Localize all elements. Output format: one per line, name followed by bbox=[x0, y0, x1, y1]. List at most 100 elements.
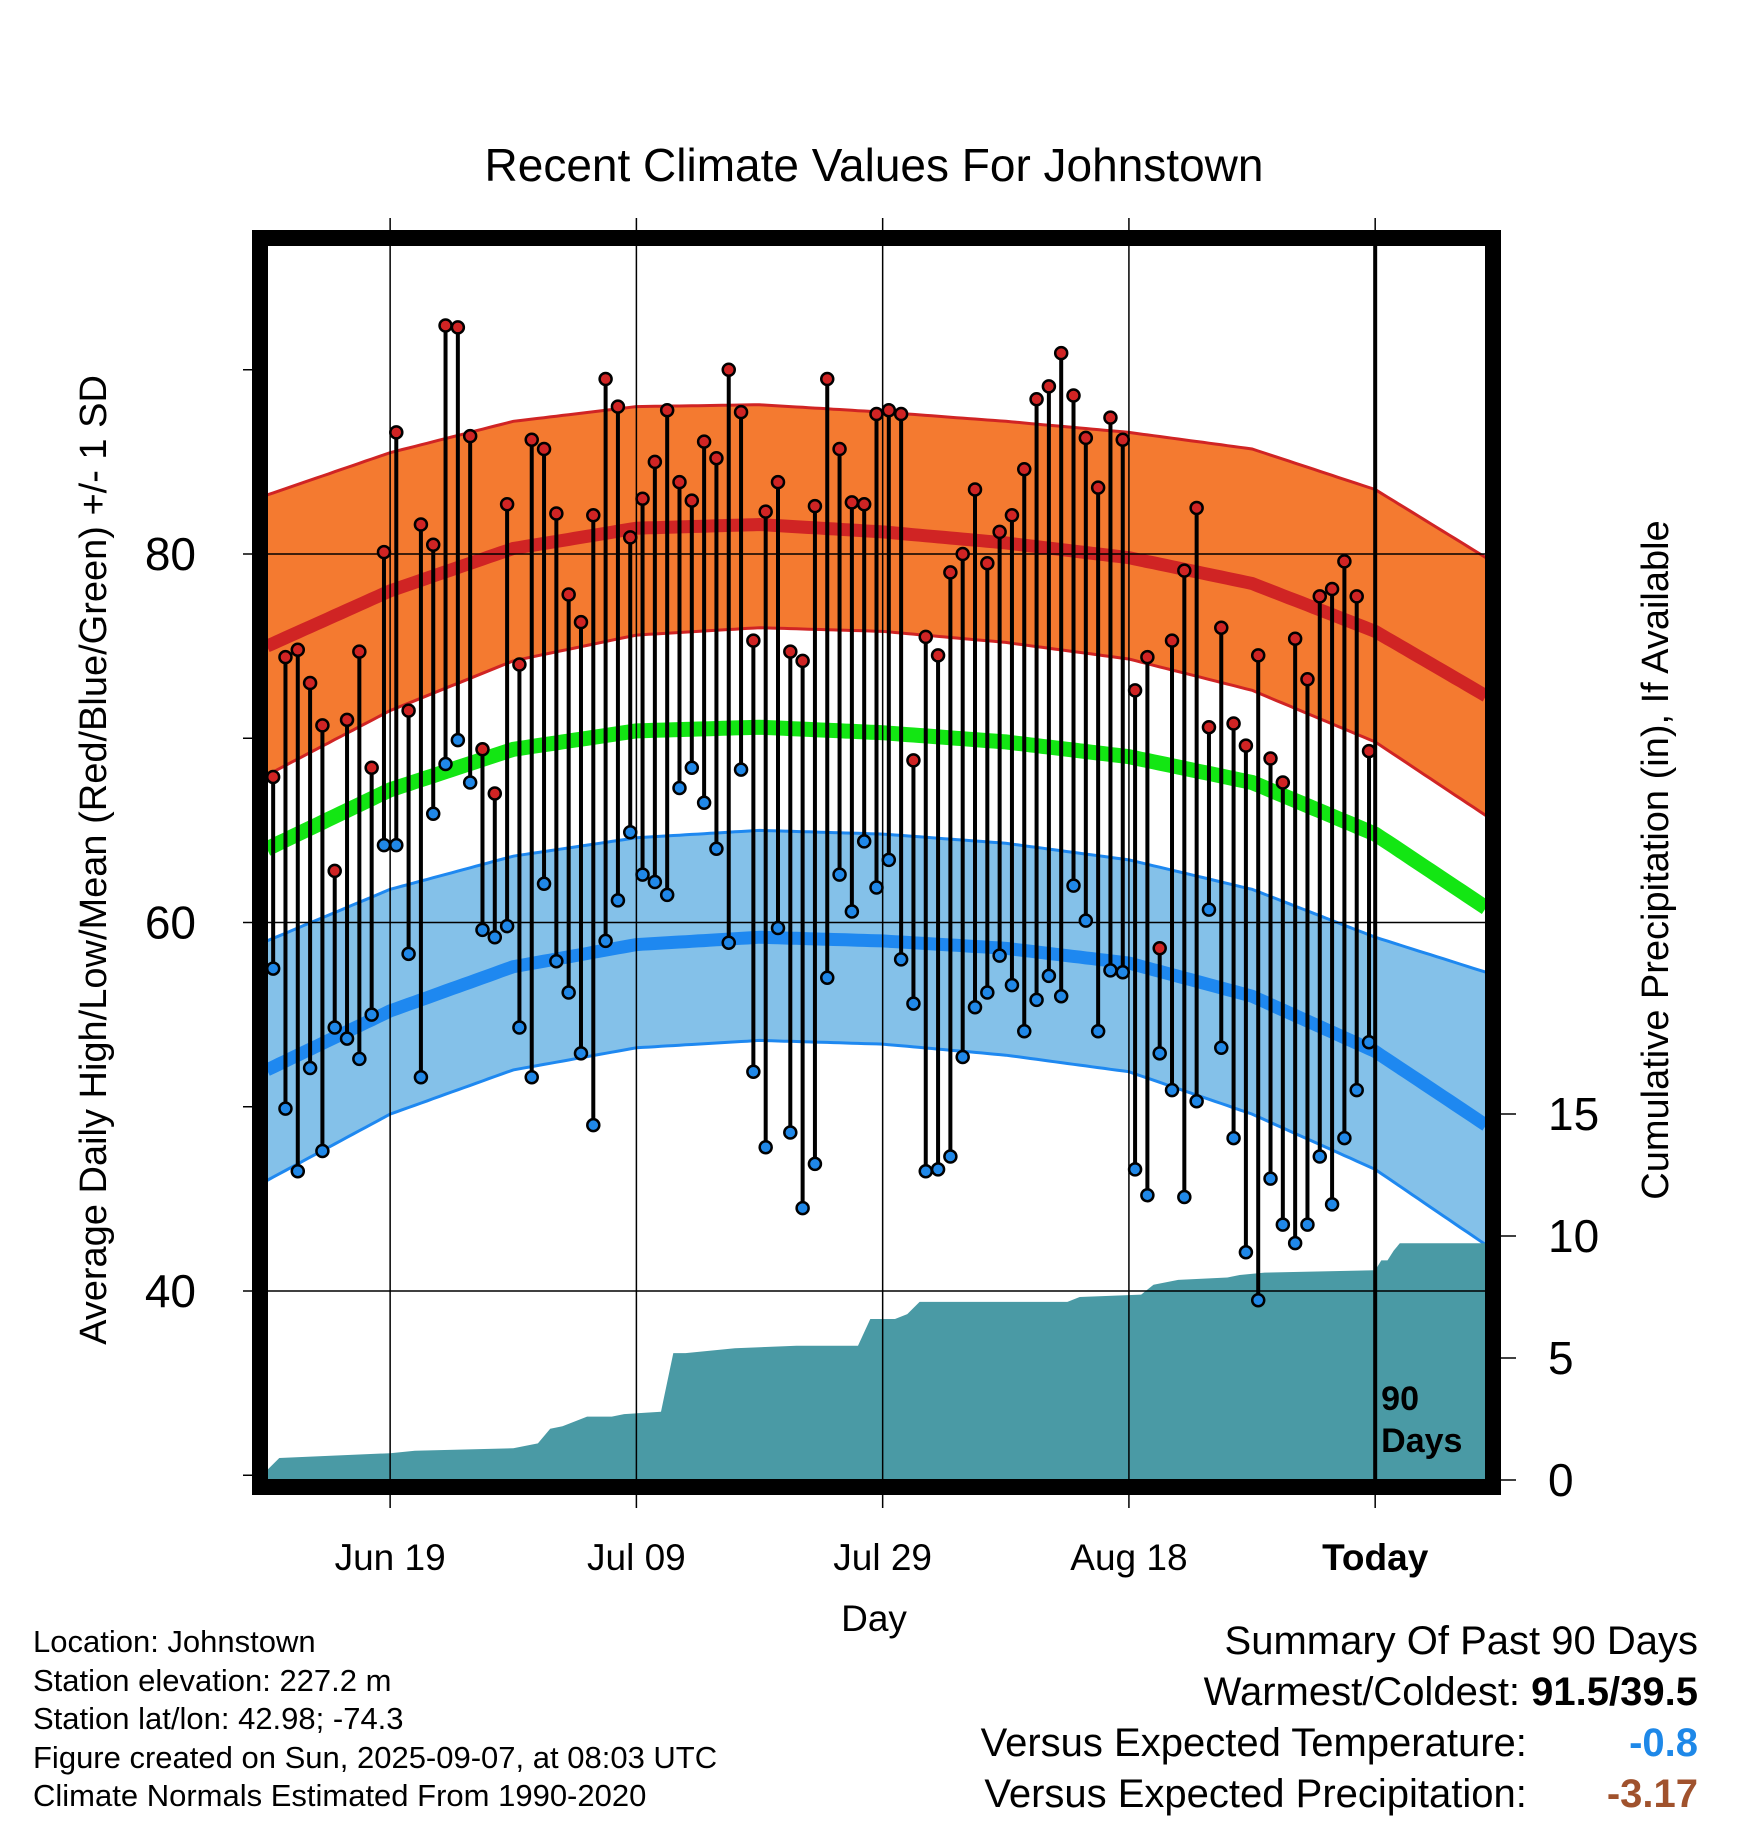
daily-low-point bbox=[721, 935, 736, 951]
today-days-label: 90 bbox=[1381, 1380, 1419, 1418]
temp-anomaly-value: -0.8 bbox=[1629, 1721, 1698, 1765]
daily-low-point bbox=[598, 933, 613, 949]
daily-low-point bbox=[1201, 902, 1217, 917]
daily-low-point bbox=[647, 874, 663, 890]
normals-text: Climate Normals Estimated From 1990-2020 bbox=[33, 1778, 647, 1813]
daily-high-point bbox=[856, 497, 872, 512]
summary-temp: Versus Expected Temperature: -0.8 bbox=[981, 1718, 1698, 1769]
daily-low-point bbox=[573, 1046, 589, 1061]
daily-low-point bbox=[1300, 1217, 1315, 1232]
daily-high-point bbox=[1066, 388, 1081, 403]
daily-low-point bbox=[376, 837, 392, 853]
daily-high-point bbox=[1078, 430, 1094, 446]
elevation-text: Station elevation: 227.2 m bbox=[33, 1662, 392, 1698]
daily-low-point bbox=[1324, 1197, 1340, 1212]
daily-low-point bbox=[696, 795, 712, 810]
daily-high-point bbox=[1201, 719, 1217, 735]
daily-high-point bbox=[524, 432, 539, 448]
daily-high-point bbox=[438, 318, 453, 333]
daily-low-point bbox=[684, 760, 700, 775]
daily-high-point bbox=[1250, 648, 1266, 663]
daily-low-point bbox=[1337, 1130, 1352, 1146]
x-tick-label: Aug 18 bbox=[1070, 1537, 1187, 1578]
daily-low-point bbox=[893, 952, 909, 967]
plot-frame bbox=[252, 230, 1501, 1495]
daily-low-point bbox=[315, 1143, 330, 1159]
precip-anomaly-label: Versus Expected Precipitation: bbox=[984, 1772, 1527, 1816]
daily-low-point bbox=[783, 1125, 798, 1140]
daily-high-point bbox=[1127, 683, 1143, 698]
precipitation-area bbox=[267, 1243, 1486, 1480]
daily-high-point bbox=[487, 786, 503, 801]
daily-low-point bbox=[487, 929, 503, 945]
daily-high-point bbox=[315, 718, 330, 733]
station-info: Location: Johnstown Station elevation: 2… bbox=[33, 1623, 717, 1816]
daily-high-point bbox=[339, 712, 355, 728]
daily-low-point bbox=[586, 1117, 601, 1133]
daily-high-point bbox=[1226, 716, 1241, 731]
daily-low-point bbox=[1275, 1217, 1291, 1232]
plot-area bbox=[267, 245, 1486, 1480]
daily-high-point bbox=[401, 703, 416, 718]
daily-high-point bbox=[1140, 649, 1155, 665]
daily-low-point bbox=[659, 887, 675, 903]
daily-low-point bbox=[401, 946, 416, 962]
daily-low-point bbox=[807, 1156, 823, 1172]
daily-low-point bbox=[450, 732, 466, 748]
daily-low-point bbox=[844, 904, 860, 919]
daily-low-point bbox=[302, 1060, 318, 1076]
daily-low-point bbox=[610, 893, 626, 908]
daily-low-point bbox=[1214, 1040, 1229, 1056]
daily-high-point bbox=[1152, 941, 1167, 956]
daily-high-point bbox=[610, 399, 626, 414]
daily-low-point bbox=[635, 867, 650, 882]
daily-high-point bbox=[549, 506, 564, 521]
daily-high-point bbox=[930, 648, 946, 663]
daily-high-point bbox=[450, 320, 466, 335]
daily-high-point bbox=[1115, 432, 1131, 448]
x-tick-label: Jul 09 bbox=[587, 1537, 686, 1578]
y-tick-label: 80 bbox=[145, 528, 196, 580]
daily-high-point bbox=[906, 753, 921, 768]
daily-low-point bbox=[1226, 1130, 1241, 1146]
daily-high-point bbox=[672, 474, 687, 490]
daily-high-point bbox=[893, 406, 909, 422]
daily-low-point bbox=[1312, 1149, 1328, 1164]
daily-high-point bbox=[955, 546, 970, 562]
daily-low-point bbox=[918, 1163, 934, 1179]
daily-low-point bbox=[389, 837, 404, 853]
daily-low-point bbox=[758, 1140, 773, 1155]
daily-high-point bbox=[696, 434, 712, 449]
daily-high-point bbox=[881, 403, 897, 418]
x-tick-label: Today bbox=[1322, 1537, 1429, 1578]
daily-high-point bbox=[967, 482, 983, 497]
daily-low-point bbox=[1127, 1162, 1143, 1177]
daily-high-point bbox=[586, 508, 601, 523]
daily-high-point bbox=[267, 769, 281, 785]
daily-high-point bbox=[819, 371, 835, 387]
daily-high-point bbox=[1238, 738, 1254, 753]
daily-high-point bbox=[1312, 589, 1328, 604]
daily-high-point bbox=[1164, 633, 1180, 648]
daily-high-point bbox=[770, 474, 786, 490]
daily-low-point bbox=[524, 1070, 539, 1085]
daily-high-point bbox=[413, 517, 429, 532]
daily-high-point bbox=[918, 629, 934, 645]
daily-high-point bbox=[389, 425, 404, 440]
daily-high-point bbox=[746, 633, 761, 648]
daily-high-point bbox=[943, 565, 958, 580]
daily-high-point bbox=[1053, 345, 1069, 361]
precip-anomaly-value: -3.17 bbox=[1606, 1772, 1698, 1816]
daily-high-point bbox=[425, 537, 441, 553]
daily-high-point bbox=[1263, 751, 1278, 766]
daily-low-point bbox=[1090, 1023, 1106, 1039]
daily-low-point bbox=[1029, 992, 1044, 1008]
x-tick-label: Jul 29 bbox=[833, 1537, 932, 1578]
daily-low-point bbox=[746, 1064, 761, 1079]
daily-low-point bbox=[1078, 913, 1094, 928]
x-axis-label: Day bbox=[841, 1598, 907, 1639]
daily-high-point bbox=[364, 760, 379, 775]
y2-tick-label: 10 bbox=[1548, 1210, 1599, 1262]
daily-low-point bbox=[770, 920, 786, 936]
